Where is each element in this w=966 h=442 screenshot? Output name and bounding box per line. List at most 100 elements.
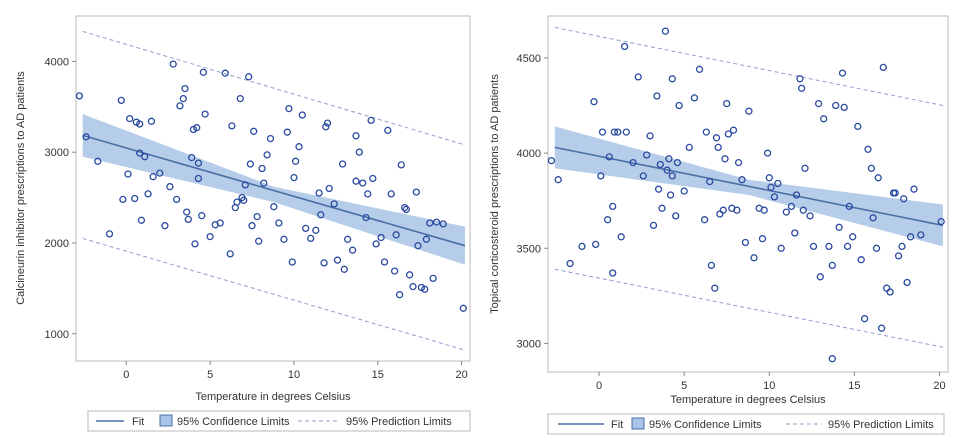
right-data-point [605, 153, 613, 161]
right-data-point [832, 101, 840, 110]
right-data-point [733, 206, 741, 214]
left-data-point [172, 195, 181, 204]
right-x-tick-label: 0 [596, 380, 602, 392]
right-data-point [690, 94, 699, 102]
left-data-point [426, 219, 434, 227]
left-data-point [322, 123, 330, 131]
right-data-point [702, 128, 710, 136]
left-data-point [312, 226, 320, 234]
right-data-point [782, 208, 790, 216]
left-data-point [194, 174, 203, 183]
left-data-point [380, 258, 389, 266]
left-data-point [317, 211, 325, 219]
right-data-point [578, 242, 586, 251]
left-data-point [179, 94, 187, 103]
left-plot-layer: 0 5 10 15 20 1000 2000 3000 4000 [45, 30, 468, 381]
left-y-axis-label: Calcineurin inhibitor prescriptions to A… [15, 71, 27, 305]
left-data-point [191, 240, 199, 248]
right-data-point [820, 115, 828, 123]
left-x-tick-label: 20 [455, 369, 467, 381]
right-data-point [741, 238, 750, 247]
right-data-point [672, 212, 680, 220]
left-data-point [285, 104, 293, 113]
right-data-point [610, 128, 619, 136]
right-data-point [791, 229, 799, 237]
left-data-point [409, 282, 417, 291]
left-data-point [352, 177, 360, 185]
left-data-point [216, 219, 224, 227]
left-data-point [372, 240, 380, 248]
left-data-point [384, 126, 392, 135]
left-data-point [439, 220, 447, 228]
right-data-point [666, 191, 675, 199]
right-legend-fit-label: Fit [611, 419, 623, 431]
right-data-point [723, 99, 731, 108]
right-data-point [554, 176, 562, 184]
left-data-point [359, 179, 367, 187]
right-data-point [620, 42, 629, 51]
right-data-point [838, 69, 847, 77]
right-data-point [622, 128, 630, 136]
left-data-point [137, 216, 146, 224]
left-legend-fit-label: Fit [132, 416, 144, 428]
right-x-tick-label: 5 [681, 380, 687, 392]
right-data-point [917, 231, 925, 239]
left-data-point [117, 96, 125, 105]
left-data-point [255, 237, 263, 245]
right-data-point [643, 151, 651, 159]
left-data-point [397, 161, 405, 169]
right-data-point [814, 99, 823, 108]
right-data-point [706, 177, 714, 186]
right-y-tick-label: 3500 [517, 243, 541, 255]
right-data-point [835, 223, 843, 231]
left-data-point [248, 222, 256, 230]
left-data-point [141, 153, 149, 161]
left-data-point [136, 149, 144, 157]
right-data-point [828, 355, 836, 363]
left-data-point [198, 212, 206, 220]
right-data-point [894, 252, 903, 260]
left-data-point [355, 148, 363, 156]
right-y-tick-label: 4500 [517, 53, 541, 65]
right-prediction-lower-line [554, 268, 943, 348]
right-legend-confidence-label: 95% Confidence Limits [649, 419, 762, 431]
right-data-point [849, 233, 857, 241]
right-legend-prediction-label: 95% Prediction Limits [828, 419, 934, 431]
right-data-point [750, 254, 758, 262]
left-prediction-upper-line [82, 30, 466, 146]
right-data-point [721, 155, 729, 163]
right-data-point [843, 242, 852, 251]
right-fit-line [554, 146, 944, 227]
left-data-point [369, 174, 377, 183]
left-data-point [422, 235, 431, 243]
left-x-tick-label: 15 [372, 369, 384, 381]
right-data-point [653, 92, 661, 100]
right-data-point [765, 174, 773, 182]
right-data-point [758, 235, 767, 243]
right-data-point [860, 315, 869, 323]
right-data-point [879, 63, 887, 72]
right-data-point [707, 261, 716, 270]
right-data-point [724, 130, 733, 138]
left-data-point [270, 203, 278, 211]
left-data-point [320, 259, 328, 267]
left-data-point [421, 285, 429, 293]
left-legend-box [87, 410, 471, 432]
left-data-point [414, 242, 422, 250]
left-data-point [395, 291, 404, 299]
left-data-point [161, 222, 169, 230]
right-data-point [799, 206, 807, 214]
right-data-point [797, 84, 806, 92]
right-legend-confidence-swatch [631, 417, 645, 430]
left-data-point [387, 190, 395, 198]
left-data-point [119, 195, 127, 204]
left-y-tick-label: 2000 [45, 238, 69, 250]
left-data-point [250, 127, 258, 135]
left-data-point [149, 173, 157, 181]
right-data-point [658, 204, 666, 212]
left-data-point [315, 189, 323, 197]
left-data-point [290, 173, 298, 182]
right-data-point [787, 202, 796, 211]
left-data-point [126, 114, 134, 123]
left-data-point [405, 271, 414, 279]
